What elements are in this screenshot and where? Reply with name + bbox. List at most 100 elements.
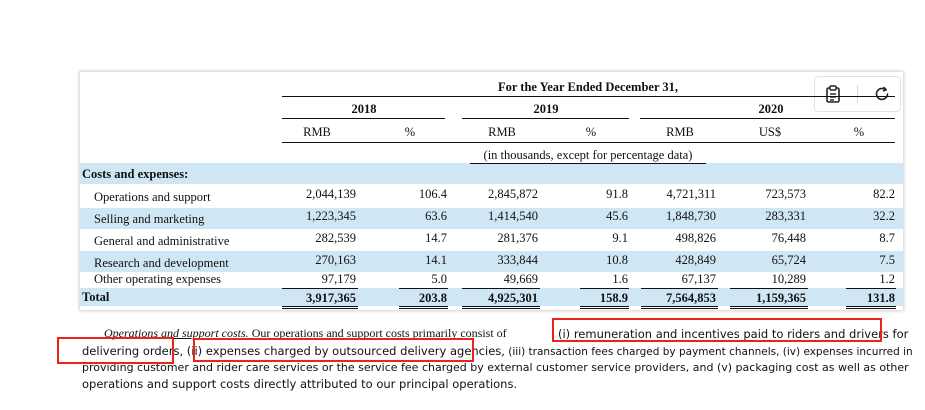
unit-header: % bbox=[404, 125, 416, 139]
table-cell: 1,414,540 bbox=[488, 209, 538, 223]
paragraph-text: , (ii) bbox=[179, 344, 203, 358]
year-2020: 2020 bbox=[758, 102, 784, 116]
table-cell: 91.8 bbox=[606, 187, 628, 201]
table-cell: 2,044,139 bbox=[306, 187, 356, 201]
table-cell: 282,539 bbox=[315, 231, 356, 245]
row-band bbox=[80, 208, 903, 229]
table-cell: 8.7 bbox=[879, 231, 895, 245]
section-band bbox=[80, 163, 903, 184]
sum-rule bbox=[282, 288, 358, 289]
table-cell: 7.5 bbox=[879, 253, 895, 267]
total-cell: 4,925,301 bbox=[488, 291, 538, 305]
table-cell: 333,844 bbox=[497, 253, 538, 267]
table-cell: 106.4 bbox=[418, 187, 447, 201]
row-band bbox=[80, 288, 903, 306]
table-cell: 63.6 bbox=[425, 209, 447, 223]
row-label: Other operating expenses bbox=[94, 272, 222, 286]
paragraph-heading: Operations and support costs. bbox=[104, 326, 249, 340]
unit-header: RMB bbox=[303, 125, 331, 139]
table-cell: 2,845,872 bbox=[488, 187, 538, 201]
table-cell: 1.2 bbox=[879, 272, 895, 286]
table-cell: 65,724 bbox=[771, 253, 806, 267]
toolbar-divider bbox=[857, 85, 858, 103]
note-rule bbox=[470, 163, 706, 164]
table-cell: 49,669 bbox=[503, 272, 538, 286]
total-rule bbox=[282, 306, 358, 309]
sum-rule bbox=[641, 288, 718, 289]
paragraph-text: (iii) transaction fees charged by paymen… bbox=[504, 346, 913, 358]
total-rule bbox=[846, 306, 896, 309]
paragraph-line-2: delivering orders, (ii) expenses charged… bbox=[82, 344, 913, 359]
clipboard-icon bbox=[826, 85, 840, 103]
unit-header: % bbox=[853, 125, 865, 139]
highlight-box bbox=[193, 338, 474, 362]
table-cell: 97,179 bbox=[321, 272, 356, 286]
sum-rule bbox=[730, 288, 808, 289]
table-cell: 5.0 bbox=[431, 272, 447, 286]
table-cell: 283,331 bbox=[765, 209, 806, 223]
sum-rule bbox=[462, 288, 540, 289]
table-cell: 1,848,730 bbox=[666, 209, 716, 223]
highlight-box bbox=[552, 318, 882, 342]
total-label: Total bbox=[82, 290, 110, 304]
unit-header: US$ bbox=[758, 125, 782, 139]
section-label: Costs and expenses: bbox=[82, 167, 189, 181]
year-rule-2019 bbox=[462, 118, 629, 119]
row-label: Research and development bbox=[94, 256, 229, 270]
table-cell: 67,137 bbox=[681, 272, 716, 286]
total-rule bbox=[399, 306, 448, 309]
unit-rule bbox=[282, 142, 895, 143]
table-cell: 428,849 bbox=[675, 253, 716, 267]
header-rule bbox=[282, 96, 895, 97]
unit-header: % bbox=[585, 125, 597, 139]
table-cell: 498,826 bbox=[675, 231, 716, 245]
table-cell: 32.2 bbox=[873, 209, 895, 223]
table-cell: 281,376 bbox=[497, 231, 538, 245]
sum-rule bbox=[399, 288, 448, 289]
row-label: Operations and support bbox=[94, 190, 211, 204]
row-label: General and administrative bbox=[94, 234, 230, 248]
sum-rule bbox=[846, 288, 896, 289]
row-label: Selling and marketing bbox=[94, 212, 205, 226]
highlight-text-2: delivering orders bbox=[82, 344, 180, 358]
table-cell: 10,289 bbox=[771, 272, 806, 286]
highlight-text-1: (i) remuneration and incentives paid to … bbox=[558, 327, 909, 341]
year-rule-2018 bbox=[282, 118, 445, 119]
unit-header: RMB bbox=[488, 125, 516, 139]
paragraph-text: Our operations and support costs primari… bbox=[248, 326, 507, 340]
table-cell: 1.6 bbox=[612, 272, 628, 286]
total-cell: 3,917,365 bbox=[306, 291, 356, 305]
row-band bbox=[80, 251, 903, 272]
table-cell: 10.8 bbox=[606, 253, 628, 267]
table-cell: 270,163 bbox=[315, 253, 356, 267]
table-cell: 45.6 bbox=[606, 209, 628, 223]
table-cell: 723,573 bbox=[765, 187, 806, 201]
period-heading: For the Year Ended December 31, bbox=[497, 80, 679, 94]
total-cell: 203.8 bbox=[418, 291, 447, 305]
table-cell: 76,448 bbox=[771, 231, 806, 245]
paragraph-line-1: Operations and support costs. Our operat… bbox=[104, 326, 507, 340]
total-rule bbox=[730, 306, 808, 309]
copy-button[interactable] bbox=[821, 82, 845, 106]
sum-rule bbox=[580, 288, 629, 289]
table-cell: 82.2 bbox=[873, 187, 895, 201]
refresh-button[interactable] bbox=[870, 82, 894, 106]
refresh-icon bbox=[875, 86, 889, 101]
total-rule bbox=[462, 306, 540, 309]
paragraph-line-4: operations and support costs directly at… bbox=[82, 377, 518, 391]
table-cell: 14.7 bbox=[425, 231, 447, 245]
total-cell: 131.8 bbox=[866, 291, 895, 305]
table-toolbar bbox=[814, 76, 901, 112]
table-cell: 1,223,345 bbox=[306, 209, 356, 223]
table-cell: 14.1 bbox=[425, 253, 447, 267]
paragraph-line-3: providing customer and rider care servic… bbox=[82, 361, 909, 374]
total-cell: 1,159,365 bbox=[756, 291, 806, 305]
unit-header: RMB bbox=[666, 125, 694, 139]
unit-note: (in thousands, except for percentage dat… bbox=[483, 148, 693, 162]
table-cell: 4,721,311 bbox=[666, 187, 716, 201]
year-2019: 2019 bbox=[533, 102, 559, 116]
total-cell: 7,564,853 bbox=[666, 291, 716, 305]
total-rule bbox=[641, 306, 718, 309]
year-2018: 2018 bbox=[351, 102, 377, 116]
total-rule bbox=[580, 306, 629, 309]
